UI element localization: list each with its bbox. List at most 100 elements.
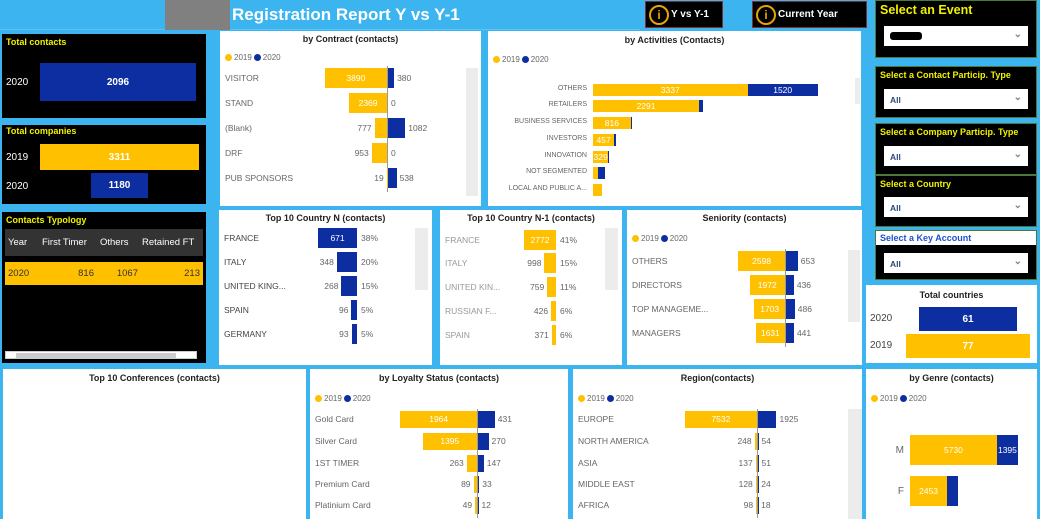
bar-2019-ASIA[interactable]	[755, 454, 757, 472]
bar-2020-1ST TIMER[interactable]	[478, 454, 484, 472]
bar-2020-EUROPE[interactable]	[758, 410, 777, 428]
bar-2019-RETAILERS[interactable]	[593, 100, 700, 112]
company-type-dropdown[interactable]: All ⌄	[884, 146, 1028, 166]
event-dropdown[interactable]: ⌄	[884, 26, 1028, 46]
bar-2020-INVESTORS[interactable]	[614, 134, 616, 146]
legend-label-2019: 2019	[502, 55, 520, 64]
chart-legend[interactable]: 2019 2020	[871, 394, 927, 403]
chart-legend[interactable]: 2019 2020	[578, 394, 634, 403]
bar-2020-DIRECTORS[interactable]	[786, 275, 794, 295]
bar-2019-LOCAL AND PUBLIC A...[interactable]	[593, 184, 603, 196]
category-label: 1ST TIMER	[315, 458, 360, 468]
chart-legend[interactable]: 2019 2020	[632, 234, 688, 243]
bar-UNITED KIN...[interactable]	[547, 277, 556, 297]
bar-2020-RETAILERS[interactable]	[699, 100, 704, 112]
bar-RUSSIAN F...[interactable]	[551, 301, 556, 321]
category-label: ITALY	[445, 258, 468, 268]
data-label: 15%	[361, 281, 379, 291]
scrollbar[interactable]	[415, 228, 428, 290]
bar-ITALY[interactable]	[336, 252, 357, 272]
scrollbar[interactable]	[848, 409, 862, 519]
scrollbar-thumb[interactable]	[16, 353, 176, 358]
bar-2019-F[interactable]	[910, 476, 948, 506]
bar-2019-INNOVATION[interactable]	[593, 151, 609, 163]
bar-2019-DRF[interactable]	[371, 143, 387, 163]
category-label: UNITED KIN...	[445, 282, 501, 292]
column-header[interactable]: First Timer	[42, 237, 87, 248]
chart-legend[interactable]: 2019 2020	[493, 55, 549, 64]
bar-2020-TOP MANAGEME...[interactable]	[786, 299, 795, 319]
category-label: TOP MANAGEME...	[632, 304, 709, 314]
key-account-dropdown[interactable]: All ⌄	[884, 253, 1028, 273]
bar-2019-Gold Card[interactable]	[400, 410, 477, 428]
data-label: 96	[338, 305, 349, 315]
bar-2019-NOT SEGMENTED[interactable]	[593, 167, 599, 179]
bar-2019-MANAGERS[interactable]	[755, 323, 785, 343]
country-dropdown[interactable]: All ⌄	[884, 197, 1028, 217]
bar-2019-MIDDLE EAST[interactable]	[755, 475, 757, 493]
column-header[interactable]: Year	[8, 237, 28, 248]
bar-2020-NORTH AMERICA[interactable]	[758, 432, 759, 450]
bar-2019-AFRICA[interactable]	[756, 496, 757, 514]
bar-2020-INNOVATION[interactable]	[608, 151, 610, 163]
cell-others: 1067	[116, 268, 138, 279]
chart-legend[interactable]: 2019 2020	[225, 53, 281, 62]
bar-2019-NORTH AMERICA[interactable]	[754, 432, 757, 450]
bar-2020-OTHERS[interactable]	[786, 251, 798, 271]
bar-2020-(Blank)[interactable]	[388, 118, 406, 138]
bar-2019-BUSINESS SERVICES[interactable]	[593, 117, 631, 129]
bar-2019-Platinium Card[interactable]	[475, 496, 477, 514]
bar-2020-Silver Card[interactable]	[478, 432, 489, 450]
bar-GERMANY[interactable]	[351, 324, 357, 344]
column-header[interactable]: Retained FT	[142, 237, 195, 248]
top10-conferences-chart: Top 10 Conferences (contacts)	[3, 369, 306, 519]
bar-SPAIN[interactable]	[551, 325, 556, 345]
bar-2020-BUSINESS SERVICES[interactable]	[630, 117, 633, 129]
bar-2019-(Blank)[interactable]	[374, 118, 387, 138]
bar-2020-Premium Card[interactable]	[478, 475, 480, 493]
bar-2019-TOP MANAGEME...[interactable]	[754, 299, 785, 319]
horizontal-scrollbar[interactable]	[5, 351, 197, 359]
bar-2019-DIRECTORS[interactable]	[749, 275, 785, 295]
bar-2019-STAND[interactable]	[349, 93, 387, 113]
scrollbar[interactable]	[466, 68, 478, 196]
data-label: 538	[399, 173, 414, 183]
bar-2020-NOT SEGMENTED[interactable]	[598, 167, 606, 179]
bar-SPAIN[interactable]	[351, 300, 357, 320]
bar-2020-M[interactable]	[996, 435, 1018, 465]
bar-2020-VISITOR[interactable]	[388, 68, 395, 88]
bar-2020-F[interactable]	[947, 476, 958, 506]
bar-2019-M[interactable]	[910, 435, 997, 465]
bar-2019-INVESTORS[interactable]	[593, 134, 615, 146]
bar-2019-1ST TIMER[interactable]	[466, 454, 477, 472]
category-label: EUROPE	[578, 414, 614, 424]
y-vs-y1-button[interactable]: i Y vs Y-1	[645, 1, 723, 28]
bar-2020-OTHERS[interactable]	[747, 84, 818, 96]
scrollbar[interactable]	[848, 250, 860, 322]
bar-UNITED KING...[interactable]	[341, 276, 357, 296]
contact-type-dropdown[interactable]: All ⌄	[884, 89, 1028, 109]
scrollbar[interactable]	[605, 228, 618, 290]
bar-2019-OTHERS[interactable]	[738, 251, 785, 271]
bar-2020-PUB SPONSORS[interactable]	[388, 168, 397, 188]
page-title: Registration Report Y vs Y-1	[232, 5, 460, 24]
scrollbar[interactable]	[855, 78, 860, 104]
data-label: 33	[482, 479, 492, 489]
bar-ITALY[interactable]	[544, 253, 556, 273]
bar-FRANCE[interactable]	[318, 228, 357, 248]
current-year-button[interactable]: i Current Year	[752, 1, 867, 28]
category-label: M	[895, 445, 904, 456]
bar-2019-EUROPE[interactable]	[684, 410, 757, 428]
chart-legend[interactable]: 2019 2020	[315, 394, 371, 403]
kpi-year: 2019	[6, 152, 29, 163]
bar-2019-VISITOR[interactable]	[324, 68, 387, 88]
bar-2020-MANAGERS[interactable]	[786, 323, 794, 343]
legend-dot-2020	[660, 235, 668, 242]
data-label: 759	[530, 282, 545, 292]
column-header[interactable]: Others	[100, 237, 129, 248]
bar-2019-Silver Card[interactable]	[422, 432, 477, 450]
bar-FRANCE[interactable]	[523, 230, 556, 250]
bar-2019-Premium Card[interactable]	[473, 475, 477, 493]
bar-2020-Gold Card[interactable]	[478, 410, 495, 428]
bar-2019-OTHERS[interactable]	[593, 84, 748, 96]
